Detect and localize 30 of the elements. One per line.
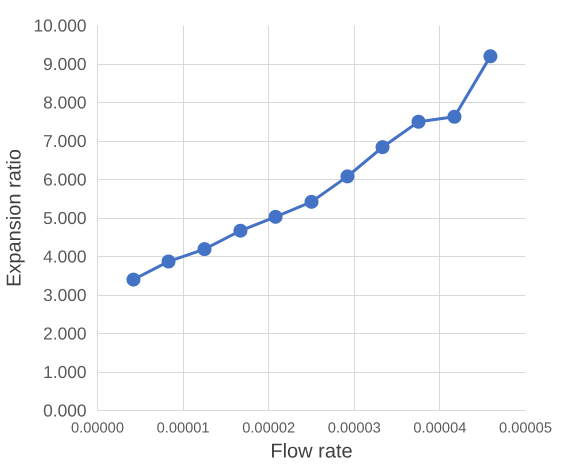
x-tick-label: 0.00002	[242, 420, 296, 436]
y-tick-label: 7.000	[43, 131, 87, 151]
point	[233, 224, 248, 238]
point	[198, 242, 212, 256]
point	[340, 169, 354, 184]
point	[376, 140, 390, 154]
y-tick-label: 5.000	[43, 208, 87, 228]
x-axis-title: Flow rate	[270, 440, 353, 462]
y-tick-label: 2.000	[43, 324, 87, 344]
point	[483, 49, 498, 64]
point	[304, 194, 318, 209]
x-tick-label: 0.00003	[328, 420, 381, 436]
y-tick-label: 1.000	[43, 362, 87, 382]
x-tick-label: 0.00001	[156, 420, 210, 436]
y-axis-title: Expansion ratio	[4, 149, 26, 287]
y-tick-label: 6.000	[43, 170, 87, 190]
point	[268, 210, 283, 224]
x-tick-label: 0.00005	[499, 420, 552, 436]
point	[162, 254, 176, 268]
x-tick-label: 0.00000	[71, 420, 124, 436]
point	[447, 110, 462, 124]
x-tick-label: 0.00004	[413, 420, 466, 436]
y-tick-label: 9.000	[43, 54, 87, 74]
y-tick-label: 10.000	[34, 16, 86, 36]
y-tick-label: 0.000	[43, 400, 87, 420]
y-tick-label: 8.000	[43, 92, 87, 112]
y-tick-label: 3.000	[43, 285, 87, 305]
y-tick-label: 4.000	[43, 246, 87, 266]
point	[126, 272, 140, 287]
point	[412, 114, 426, 129]
